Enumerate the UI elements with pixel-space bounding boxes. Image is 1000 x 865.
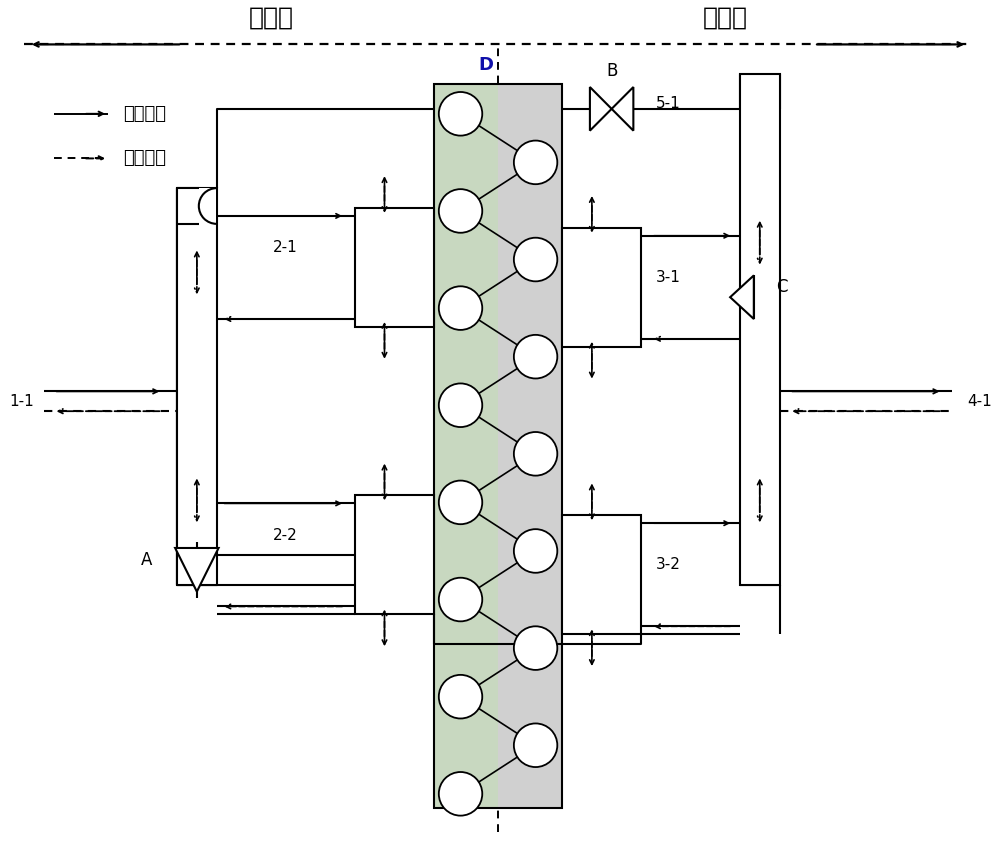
Text: 2-1: 2-1 <box>273 240 298 255</box>
Text: 5-1: 5-1 <box>656 96 681 112</box>
Text: B: B <box>606 62 617 80</box>
Circle shape <box>439 481 482 524</box>
Circle shape <box>514 626 557 670</box>
Text: 2-2: 2-2 <box>273 528 298 542</box>
Text: 3-2: 3-2 <box>656 557 681 573</box>
Bar <box>177 189 217 585</box>
Bar <box>562 516 641 634</box>
Text: C: C <box>777 279 788 297</box>
Circle shape <box>439 189 482 233</box>
Circle shape <box>439 675 482 719</box>
Bar <box>355 208 434 327</box>
Text: 迎风侧: 迎风侧 <box>703 6 748 29</box>
Circle shape <box>514 335 557 379</box>
Text: 3-1: 3-1 <box>656 270 681 285</box>
Circle shape <box>514 529 557 573</box>
Polygon shape <box>590 87 612 131</box>
Bar <box>498 84 562 808</box>
Circle shape <box>439 578 482 621</box>
Polygon shape <box>175 548 219 592</box>
Bar <box>562 227 641 347</box>
Text: 背风侧: 背风侧 <box>248 6 293 29</box>
Circle shape <box>514 141 557 184</box>
Circle shape <box>439 286 482 330</box>
Circle shape <box>514 432 557 476</box>
Bar <box>434 84 498 808</box>
Circle shape <box>439 92 482 136</box>
Text: 4-1: 4-1 <box>967 394 992 409</box>
Bar <box>178 189 216 224</box>
Circle shape <box>439 772 482 816</box>
Circle shape <box>439 383 482 427</box>
Bar <box>434 84 562 808</box>
Text: 1-1: 1-1 <box>9 394 34 409</box>
Polygon shape <box>730 275 754 319</box>
Bar <box>740 74 780 585</box>
Circle shape <box>514 238 557 281</box>
Text: A: A <box>141 551 152 569</box>
Text: 制冷流向: 制冷流向 <box>123 105 166 123</box>
Text: D: D <box>479 56 494 74</box>
Polygon shape <box>612 87 633 131</box>
Bar <box>355 496 434 614</box>
Text: 制热流向: 制热流向 <box>123 150 166 168</box>
Circle shape <box>514 723 557 767</box>
